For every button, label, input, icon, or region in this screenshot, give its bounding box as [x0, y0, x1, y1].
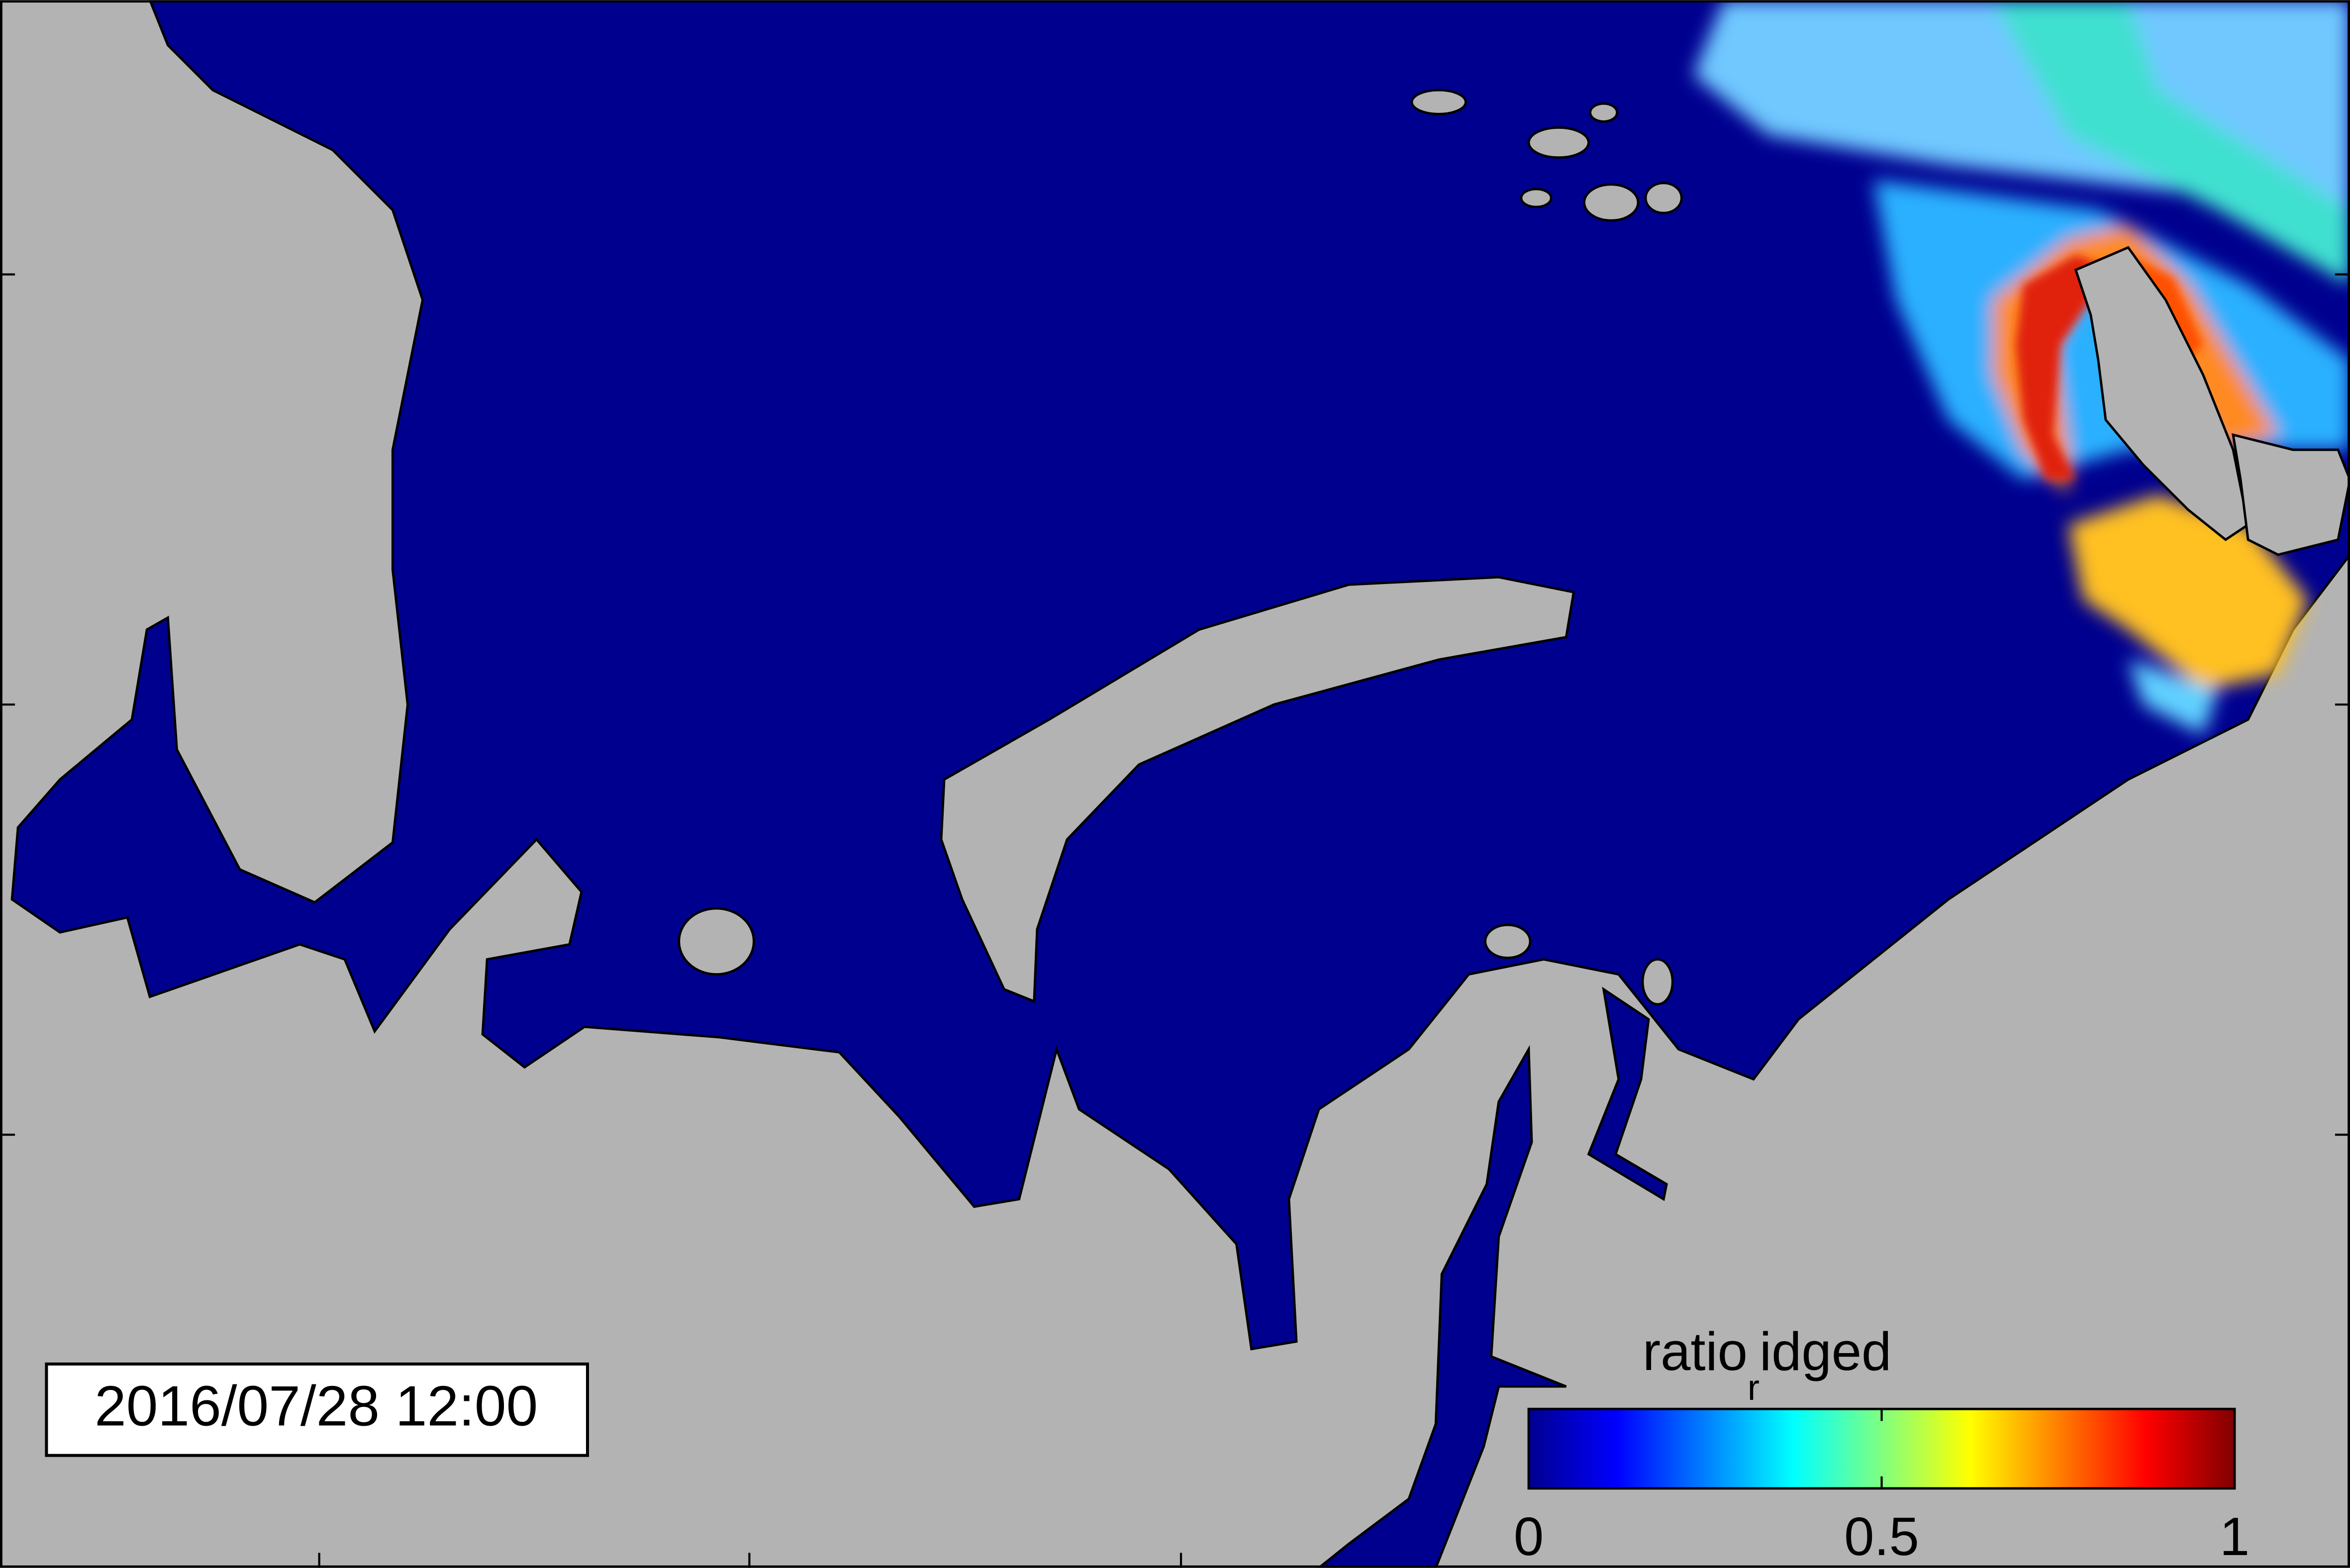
island: [940, 576, 1575, 1003]
island: [2232, 433, 2350, 556]
island: [1641, 958, 1674, 1006]
timestamp-box: [45, 1362, 589, 1457]
small-islands: [1410, 89, 1683, 222]
colorbar-tick-label: 0: [1514, 1506, 1544, 1567]
island: [1484, 923, 1532, 959]
label-part: ratio: [1643, 1321, 1748, 1381]
label-subscript: r: [1748, 1368, 1760, 1408]
label-part: idged: [1760, 1321, 1891, 1381]
island: [678, 907, 755, 976]
island: [2074, 246, 2250, 541]
timestamp: 2016/07/28 12:00: [95, 1374, 538, 1438]
colorbar: [1527, 1407, 2236, 1490]
river-estuary: [1317, 1045, 1567, 1568]
colorbar-tick-label: 0.5: [1844, 1506, 1919, 1567]
colorbar-tick-label: 1: [2220, 1506, 2250, 1567]
axis-ticks: [0, 273, 2350, 1568]
colorbar-ticks: 0 0.5 1: [1514, 1409, 2250, 1567]
river-estuary: [1587, 986, 1668, 1201]
colorbar-label: ratioridged: [1643, 1321, 1891, 1408]
